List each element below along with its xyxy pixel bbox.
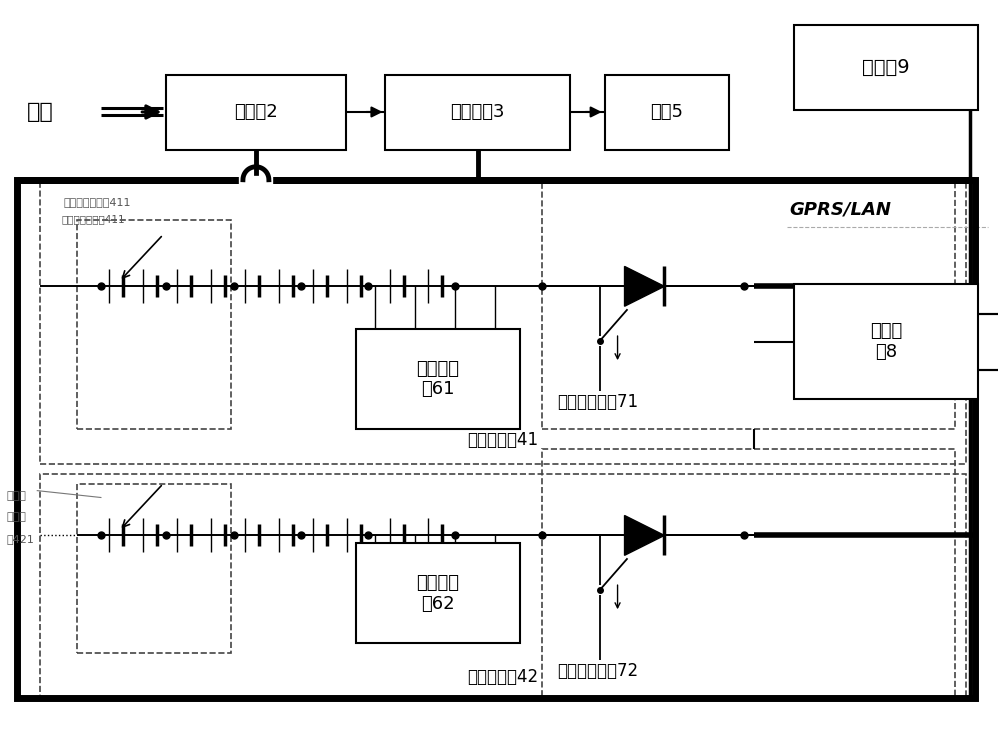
Text: 云平台9: 云平台9 xyxy=(862,58,910,77)
Text: 旧蓄电: 旧蓄电 xyxy=(7,491,27,501)
Bar xyxy=(166,75,346,150)
Text: 市电: 市电 xyxy=(27,102,53,122)
Text: 负载5: 负载5 xyxy=(650,103,683,121)
Text: 第一伺服单元71: 第一伺服单元71 xyxy=(557,393,638,411)
Text: 池组单: 池组单 xyxy=(7,513,27,523)
Text: 整流器2: 整流器2 xyxy=(234,103,278,121)
Text: 直流配电3: 直流配电3 xyxy=(450,103,505,121)
Bar xyxy=(542,449,955,697)
Bar xyxy=(356,544,520,643)
Text: 第一采集
器61: 第一采集 器61 xyxy=(416,360,459,398)
Text: 第二采集
器62: 第二采集 器62 xyxy=(416,574,459,612)
Bar xyxy=(77,483,231,653)
Text: 新蓄电池组41: 新蓄电池组41 xyxy=(467,431,539,449)
Text: 智能网
关8: 智能网 关8 xyxy=(870,322,902,361)
Text: 第二伺服单元72: 第二伺服单元72 xyxy=(557,662,638,680)
Bar xyxy=(794,26,978,110)
Bar xyxy=(542,179,955,429)
Text: 体421: 体421 xyxy=(7,535,35,544)
Bar xyxy=(17,179,975,697)
Bar xyxy=(385,75,570,150)
Bar xyxy=(77,219,231,429)
Text: 旧蓄电池组42: 旧蓄电池组42 xyxy=(467,668,539,686)
Text: 新蓄电池组单体411: 新蓄电池组单体411 xyxy=(64,197,131,207)
Polygon shape xyxy=(625,266,664,306)
Polygon shape xyxy=(625,516,664,556)
Bar xyxy=(356,329,520,429)
Bar xyxy=(794,284,978,399)
Bar xyxy=(605,75,729,150)
Bar xyxy=(40,474,966,697)
Bar xyxy=(40,179,966,464)
Text: 新蓄电池组单体411: 新蓄电池组单体411 xyxy=(62,215,125,225)
Text: GPRS/LAN: GPRS/LAN xyxy=(789,201,891,219)
